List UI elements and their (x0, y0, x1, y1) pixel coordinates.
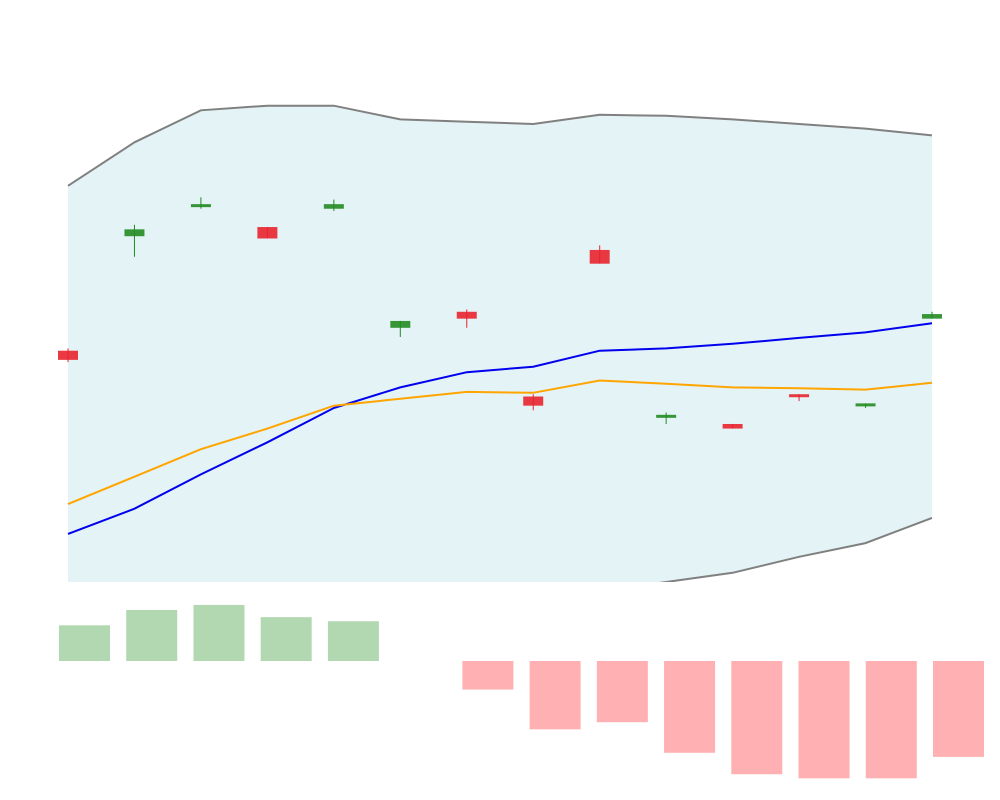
candle-body (656, 414, 677, 418)
candle-body (58, 350, 78, 360)
histogram-bar-3 (193, 604, 245, 661)
candle-body (855, 403, 876, 407)
candle-body (190, 204, 211, 208)
histogram-layer (59, 604, 984, 779)
candle-body (456, 311, 477, 319)
histogram-bar-4 (260, 617, 312, 661)
band-layer (67, 104, 933, 582)
candle-3 (190, 197, 211, 209)
candle-body (390, 320, 411, 328)
histogram-bar-12 (798, 661, 850, 779)
candle-body (722, 423, 743, 429)
candle-5 (323, 199, 344, 212)
candle-body (257, 227, 278, 239)
histogram-bar-2 (126, 610, 178, 661)
candle-body (124, 229, 145, 237)
candle-12 (789, 394, 810, 402)
band-fill (68, 105, 932, 582)
histogram-bar-14 (933, 661, 984, 757)
band-lower-line (658, 516, 933, 582)
candle-11 (722, 423, 743, 429)
histogram-bar-13 (865, 661, 917, 779)
candle-body (523, 396, 544, 406)
histogram-bar-7 (462, 661, 514, 690)
histogram-bar-9 (596, 661, 648, 723)
histogram-bar-1 (59, 625, 110, 661)
candles-layer (58, 197, 942, 429)
candle-1 (58, 348, 78, 363)
candle-body (323, 204, 344, 209)
candle-body (589, 249, 610, 264)
candle-6 (390, 320, 411, 337)
moving-average-layer (67, 322, 933, 535)
candle-body (922, 314, 942, 319)
candle-body (789, 394, 810, 398)
candle-2 (124, 224, 145, 257)
histogram-bar-5 (327, 621, 379, 661)
candle-10 (656, 412, 677, 424)
histogram-bar-10 (664, 661, 716, 753)
candle-14 (922, 311, 942, 319)
series-line-2 (67, 379, 933, 506)
candle-8 (523, 394, 544, 411)
candle-9 (589, 245, 610, 264)
candle-4 (257, 227, 278, 239)
histogram-bar-8 (529, 661, 581, 730)
candle-7 (456, 309, 477, 328)
histogram-bar-11 (731, 661, 783, 775)
candle-13 (855, 403, 876, 408)
band-upper-line (67, 104, 933, 187)
series-line-1 (67, 322, 933, 535)
